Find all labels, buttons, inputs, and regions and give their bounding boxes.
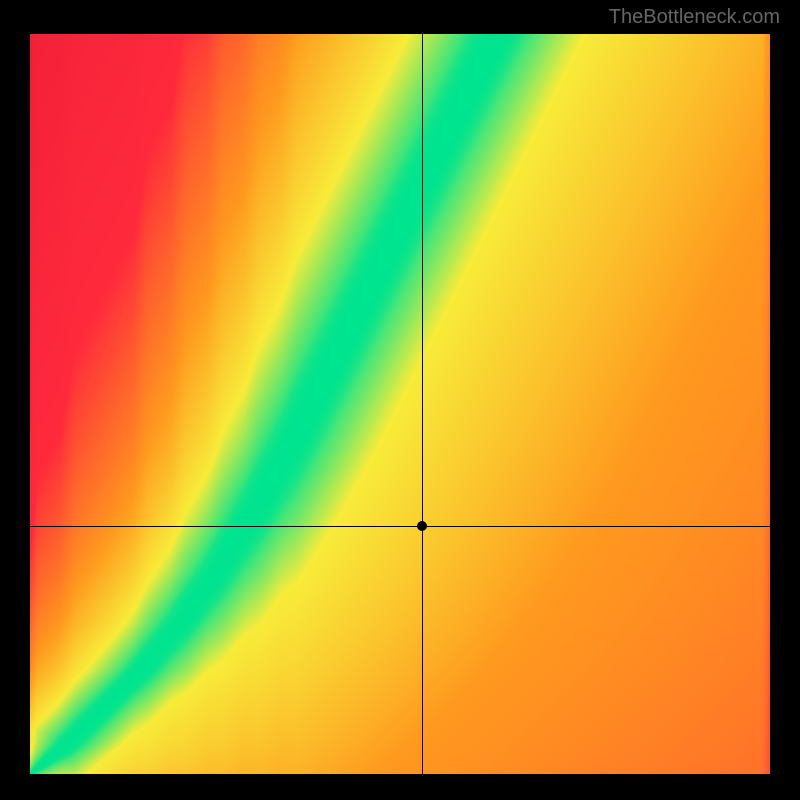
watermark-text: TheBottleneck.com xyxy=(609,6,780,29)
chart-container: TheBottleneck.com xyxy=(0,0,800,800)
crosshair-horizontal xyxy=(30,526,770,527)
crosshair-vertical xyxy=(422,34,423,774)
crosshair-marker xyxy=(417,521,427,531)
heatmap-canvas xyxy=(30,34,770,774)
heatmap-plot xyxy=(30,34,770,774)
